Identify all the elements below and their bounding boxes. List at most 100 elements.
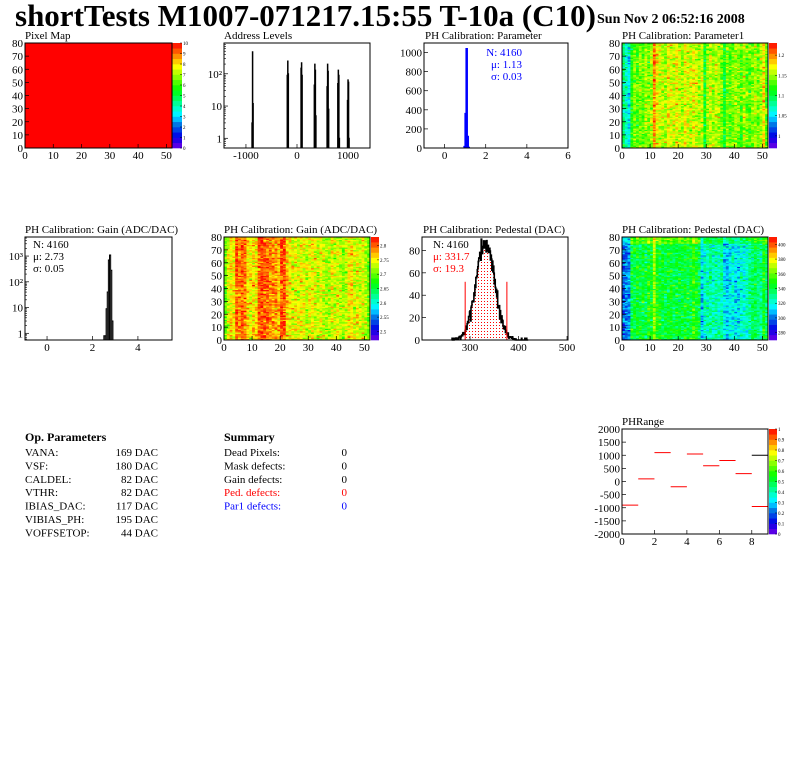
heatmap-cell <box>636 95 640 98</box>
heatmap-cell <box>661 57 665 60</box>
heatmap-cell <box>686 69 690 71</box>
heatmap-cell <box>622 52 626 54</box>
heatmap-cell <box>655 104 659 107</box>
heatmap-cell <box>678 136 682 138</box>
heatmap-cell <box>669 64 673 66</box>
x-tick-label: 30 <box>104 150 116 162</box>
heatmap-cell <box>624 119 628 121</box>
heatmap-cell <box>647 128 651 130</box>
heatmap-cell <box>692 87 696 90</box>
heatmap-cell <box>655 67 659 70</box>
heatmap-cell <box>680 83 685 86</box>
heatmap-cell <box>661 130 665 133</box>
heatmap-cell <box>669 70 673 73</box>
heatmap-cell <box>644 83 648 86</box>
heatmap-cell <box>633 116 637 119</box>
heatmap-cell <box>680 81 685 83</box>
heatmap-cell <box>633 78 637 81</box>
heatmap-cell <box>695 83 699 86</box>
heatmap-cell <box>630 71 634 74</box>
heatmap-cell <box>622 53 626 56</box>
heatmap-cell <box>658 112 662 115</box>
palette-band <box>769 116 777 123</box>
heatmap-cell <box>650 109 654 112</box>
palette-label: 1 <box>183 137 186 142</box>
heatmap-cell <box>666 128 671 130</box>
heatmap-cell <box>686 100 690 103</box>
panel-title: PH Calibration: Gain (ADC/DAC) <box>224 224 377 236</box>
heatmap-cell <box>678 46 682 49</box>
heatmap-cell <box>661 103 665 105</box>
heatmap-cell <box>675 45 679 48</box>
heatmap-cell <box>689 81 693 83</box>
heatmap-cell <box>686 99 690 102</box>
heatmap-cell <box>666 112 671 115</box>
heatmap-cell <box>636 112 640 115</box>
heatmap-cell <box>692 91 696 94</box>
heatmap-cell <box>678 53 682 56</box>
heatmap-cell <box>661 106 665 108</box>
heatmap-cell <box>644 109 648 112</box>
heatmap-cell <box>686 120 690 123</box>
heatmap-cell <box>664 48 668 50</box>
heatmap-cell <box>678 87 682 90</box>
heatmap-cell <box>680 74 685 77</box>
heatmap-cell <box>647 73 651 75</box>
heatmap-cell <box>689 115 693 117</box>
heatmap-cell <box>686 140 690 142</box>
heatmap-cell <box>700 129 704 132</box>
heatmap-cell <box>680 132 685 134</box>
heatmap-cell <box>658 74 662 77</box>
heatmap-cell <box>661 137 665 140</box>
y-tick-label: 10 <box>12 130 24 142</box>
heatmap-cell <box>683 56 687 58</box>
heatmap-cell <box>658 113 662 116</box>
heatmap-cell <box>630 49 634 52</box>
heatmap-cell <box>630 125 634 128</box>
y-tick-label: 800 <box>406 67 423 79</box>
heatmap-cell <box>695 46 699 49</box>
heatmap-cell <box>622 124 626 126</box>
heatmap-cell <box>664 134 668 137</box>
heatmap-cell <box>627 146 631 149</box>
heatmap-cell <box>652 121 656 124</box>
heatmap-cell <box>678 44 682 46</box>
heatmap-cell <box>669 111 673 113</box>
heatmap-cell <box>655 86 659 88</box>
heatmap-cell <box>689 111 693 113</box>
heatmap-cell <box>700 82 704 84</box>
heatmap-cell <box>700 125 704 128</box>
heatmap-cell <box>624 53 628 56</box>
heatmap-cell <box>680 65 685 67</box>
heatmap-cell <box>672 96 676 99</box>
heatmap-cell <box>636 132 640 134</box>
heatmap-cell <box>686 102 690 104</box>
palette-label: 7 <box>183 74 186 79</box>
heatmap-cell <box>630 121 634 124</box>
heatmap-cell <box>692 116 696 119</box>
heatmap-cell <box>666 57 671 60</box>
heatmap-cell <box>641 124 645 126</box>
heatmap-cell <box>664 142 668 145</box>
heatmap-cell <box>641 60 645 62</box>
heatmap-cell <box>692 67 696 70</box>
heatmap-cell <box>700 120 704 123</box>
heatmap-cell <box>689 138 693 141</box>
heatmap-cell <box>650 49 654 52</box>
heatmap-cell <box>700 95 704 98</box>
heatmap-cell <box>641 125 645 128</box>
heatmap-cell <box>638 113 642 116</box>
heatmap-cell <box>641 137 645 140</box>
heatmap-cell <box>641 74 645 77</box>
heatmap-cell <box>686 137 690 140</box>
heatmap-cell <box>633 73 637 75</box>
heatmap-cell <box>666 96 671 99</box>
heatmap-cell <box>627 130 631 133</box>
heatmap-cell <box>664 127 668 129</box>
heatmap-cell <box>658 61 662 63</box>
heatmap-cell <box>700 141 704 144</box>
heatmap-cell <box>692 75 696 78</box>
heatmap-cell <box>664 100 668 103</box>
heatmap-cell <box>650 52 654 54</box>
heatmap-cell <box>624 60 628 62</box>
